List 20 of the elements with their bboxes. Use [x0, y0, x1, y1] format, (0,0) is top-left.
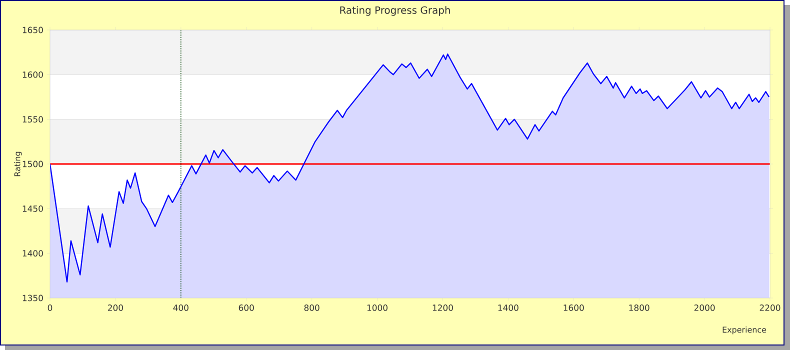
x-tick-label: 600	[238, 304, 254, 311]
y-tick-label: 1400	[22, 250, 43, 257]
x-tick-label: 400	[173, 304, 188, 311]
x-tick-label: 200	[108, 304, 123, 311]
x-tick-label: 1400	[498, 304, 518, 311]
y-tick-label: 1350	[22, 294, 43, 302]
x-tick-label: 800	[304, 304, 320, 311]
chart-title: Rating Progress Graph	[340, 6, 450, 16]
x-tick-label: 1200	[432, 304, 453, 311]
y-tick-label: 1600	[22, 71, 43, 78]
x-tick-label: 2200	[760, 304, 780, 311]
x-tick-label: 0	[48, 304, 52, 311]
x-tick-label: 1600	[564, 304, 584, 311]
y-tick-label: 1500	[22, 160, 43, 168]
y-tick-label: 1450	[22, 205, 43, 212]
x-tick-label: 1000	[367, 304, 388, 311]
y-tick-label: 1650	[22, 26, 43, 34]
y-tick-label: 1550	[22, 116, 43, 123]
x-tick-label: 1800	[629, 304, 650, 311]
x-tick-label: 2000	[694, 304, 715, 311]
